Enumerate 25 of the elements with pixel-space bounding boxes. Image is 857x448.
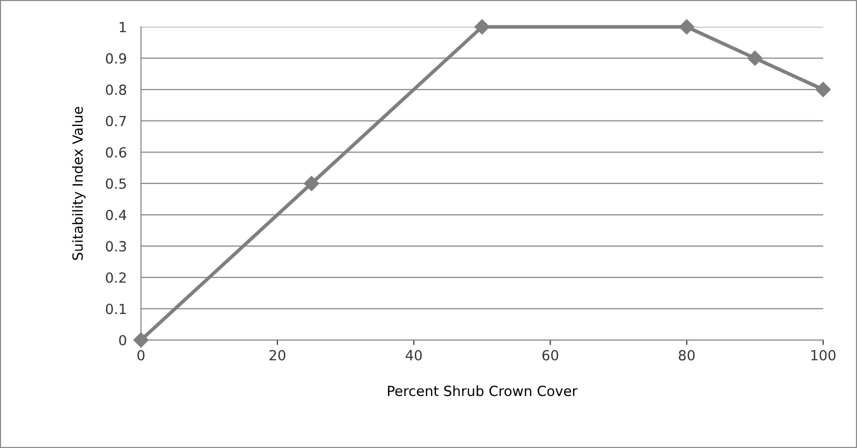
y-tick-label: 0.3: [106, 241, 126, 252]
y-tick-label: 0.5: [106, 178, 126, 189]
x-tick-label: 40: [406, 350, 422, 361]
x-tick-label: 0: [137, 350, 144, 361]
point: [747, 50, 762, 66]
point: [133, 332, 149, 348]
y-tick-label: 0.6: [106, 147, 126, 158]
y-tick-label: 0.1: [106, 304, 126, 314]
y-tick-label: 1: [120, 22, 126, 32]
y-tick-label: 0.2: [106, 272, 126, 283]
x-axis-title: Percent Shrub Crown Cover: [388, 385, 578, 396]
x-tick-label: 80: [678, 350, 695, 361]
point: [304, 176, 320, 192]
y-tick-label: 0.9: [106, 53, 126, 64]
point: [474, 19, 490, 34]
y-tick-label: 0.7: [106, 116, 126, 126]
x-tick-label: 100: [811, 350, 836, 361]
x-tick-label: 20: [270, 350, 286, 361]
y-tick-label: 0: [119, 335, 126, 346]
point: [679, 19, 694, 34]
y-axis-title: Suitability Index Value: [72, 106, 86, 260]
point: [816, 82, 831, 98]
y-tick-label: 0.8: [106, 84, 126, 95]
x-tick-label: 60: [542, 350, 558, 361]
y-tick-label: 0.4: [106, 210, 126, 220]
